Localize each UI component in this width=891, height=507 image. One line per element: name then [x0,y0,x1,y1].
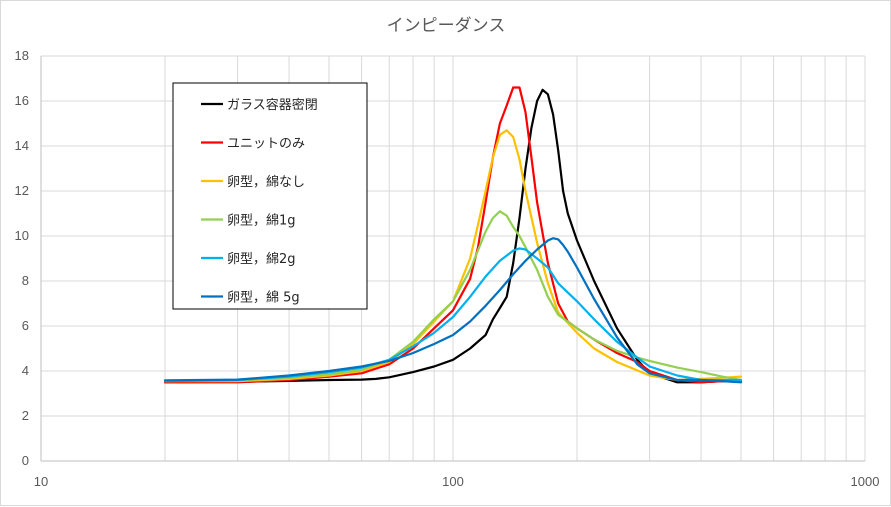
legend-label: 卵型，綿1g [227,214,296,229]
y-tick-label: 16 [15,93,29,108]
y-tick-label: 8 [22,273,29,288]
legend-label: ガラス容器密閉 [227,97,318,113]
y-tick-label: 12 [15,183,29,198]
legend-label: 卵型，綿 5g [227,291,300,306]
grid [41,55,866,461]
y-tick-label: 0 [22,453,29,468]
legend-label: ユニットのみ [227,137,305,152]
y-tick-label: 14 [15,138,29,153]
x-tick-label: 100 [442,474,464,489]
series-line-6 [163,237,743,384]
y-tick-label: 4 [22,363,29,378]
series-line-1 [163,88,743,384]
x-tick-label: 1000 [851,474,880,489]
x-tick-label: 10 [34,474,48,489]
series-line-3 [163,129,743,383]
y-tick-label: 18 [15,48,29,63]
y-tick-label: 10 [15,228,29,243]
legend-box [172,82,368,310]
series-lines [163,86,743,384]
axes: 0 2 4 6 8 10 12 14 16 18 10 100 1000 [15,48,880,489]
legend-label: 卵型，綿なし [227,175,305,190]
chart-title: インピーダンス [387,16,506,36]
y-tick-label: 2 [22,408,29,423]
legend-label: 卵型，綿2g [227,252,296,267]
y-tick-label: 6 [22,318,29,333]
